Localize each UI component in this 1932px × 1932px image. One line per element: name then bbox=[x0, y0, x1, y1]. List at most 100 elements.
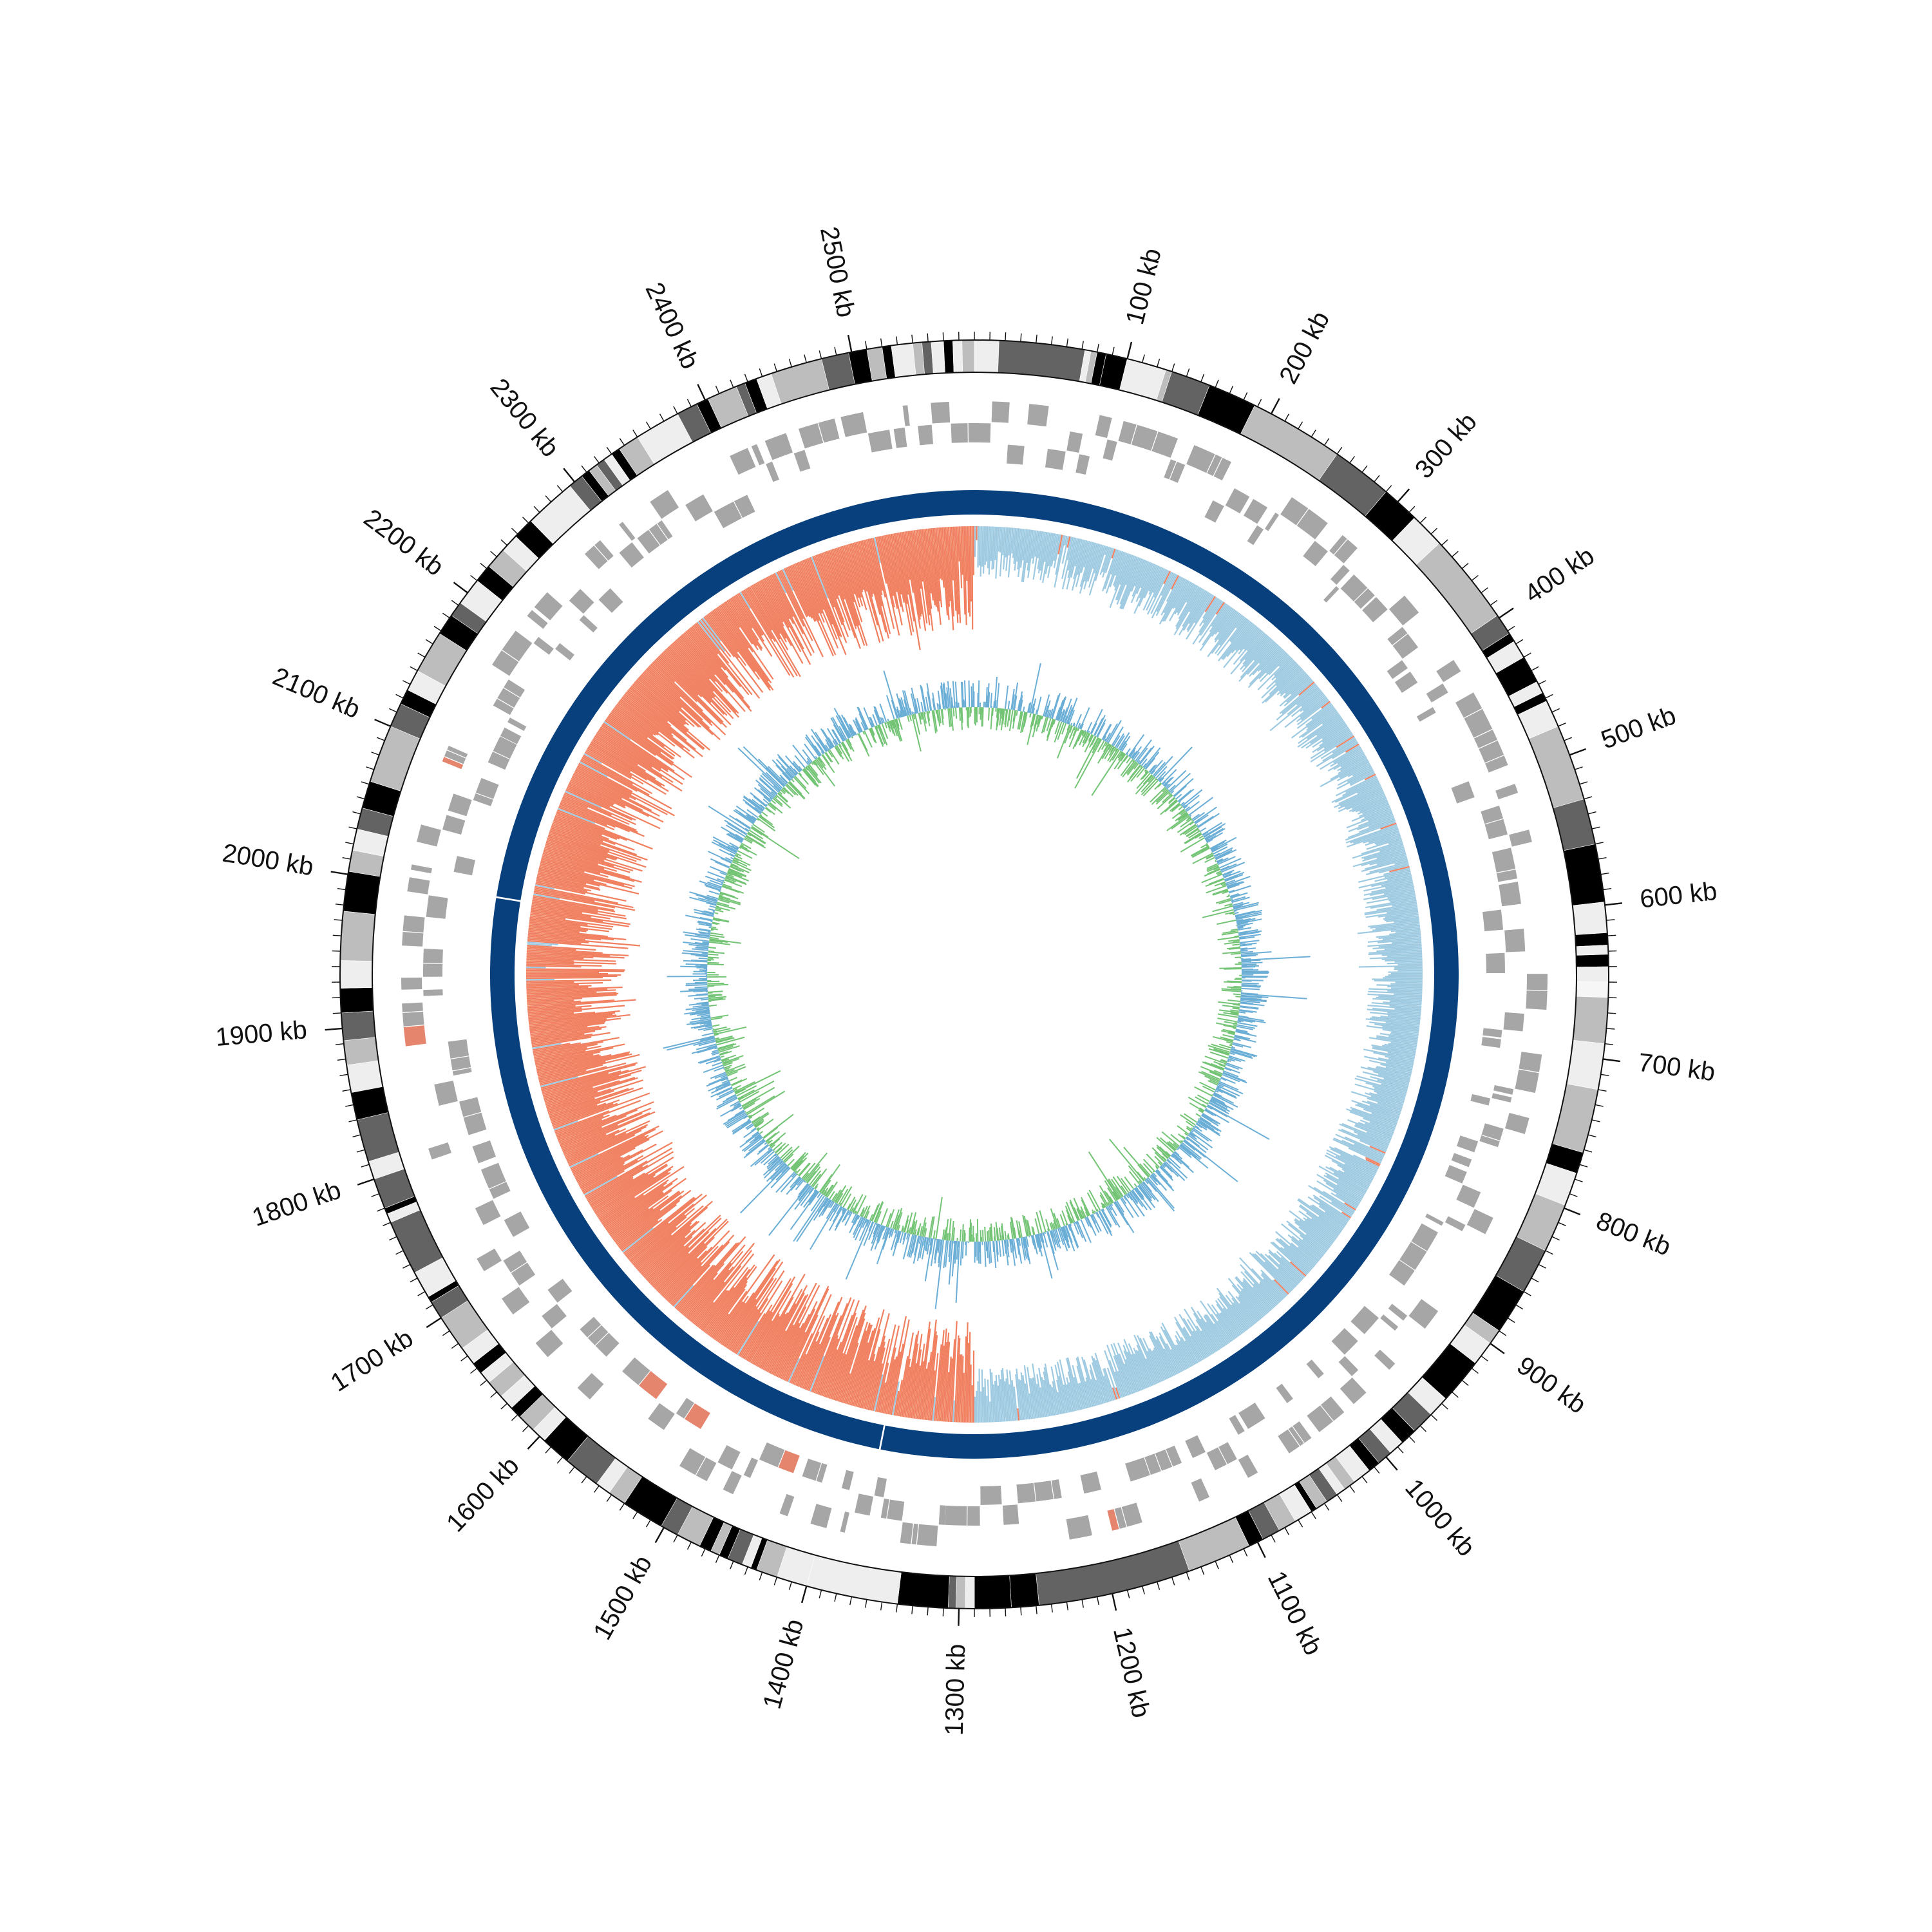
minor-tick bbox=[659, 413, 665, 422]
skew-bar bbox=[1369, 1121, 1395, 1132]
skew-bar bbox=[615, 705, 656, 736]
feature-block bbox=[1416, 707, 1436, 722]
skew-bar bbox=[1334, 1147, 1379, 1170]
content-bar bbox=[838, 715, 851, 738]
skew-bar bbox=[1106, 1367, 1119, 1399]
skew-bar bbox=[1043, 1367, 1054, 1416]
skew-bar bbox=[1240, 636, 1270, 670]
content-bar bbox=[764, 1142, 768, 1145]
skew-bar bbox=[1291, 1242, 1317, 1265]
skew-bar bbox=[795, 563, 837, 656]
skew-bar bbox=[1339, 761, 1370, 779]
skew-bar bbox=[685, 630, 751, 708]
minor-tick bbox=[1507, 1317, 1515, 1323]
content-bar bbox=[1230, 892, 1248, 899]
content-bar bbox=[692, 979, 708, 981]
content-bar bbox=[996, 708, 999, 731]
content-bar bbox=[711, 927, 718, 931]
minor-tick bbox=[1452, 551, 1459, 558]
skew-bar bbox=[797, 1318, 829, 1387]
skew-bar bbox=[1139, 564, 1155, 598]
content-bar bbox=[1228, 939, 1240, 942]
content-bar bbox=[821, 1200, 832, 1217]
content-bar bbox=[847, 738, 852, 746]
content-bar bbox=[913, 714, 916, 720]
content-bar bbox=[1144, 1179, 1149, 1184]
skew-bar bbox=[1120, 558, 1142, 610]
skew-bar bbox=[1298, 1210, 1338, 1239]
content-bar bbox=[1121, 743, 1128, 752]
content-bar bbox=[808, 1189, 818, 1203]
skew-bar bbox=[1318, 1205, 1347, 1226]
content-bar bbox=[1221, 862, 1245, 873]
content-bar bbox=[792, 1160, 802, 1171]
minor-tick bbox=[1349, 1485, 1356, 1493]
skew-bar bbox=[834, 548, 868, 646]
content-bar bbox=[1232, 1007, 1240, 1010]
feature-block bbox=[1034, 1481, 1054, 1502]
content-bar bbox=[1124, 1176, 1135, 1189]
skew-bar bbox=[793, 1315, 826, 1385]
content-bar bbox=[903, 699, 909, 716]
content-bar bbox=[985, 687, 988, 708]
content-bar bbox=[943, 682, 947, 709]
content-bar bbox=[1163, 776, 1174, 787]
minor-tick bbox=[1598, 857, 1607, 860]
content-bar bbox=[1080, 1209, 1085, 1218]
skew-bar bbox=[866, 539, 891, 634]
skew-bar bbox=[947, 1358, 953, 1422]
content-bar bbox=[1107, 747, 1117, 762]
content-bar bbox=[711, 1083, 732, 1094]
skew-bar bbox=[557, 808, 596, 824]
skew-bar bbox=[642, 1236, 686, 1277]
skew-bar bbox=[1193, 1312, 1218, 1351]
content-bar bbox=[1231, 1012, 1239, 1014]
content-bar bbox=[1200, 1066, 1222, 1076]
content-bar bbox=[1209, 1070, 1222, 1077]
content-bar bbox=[712, 911, 715, 913]
skew-bar bbox=[1053, 534, 1062, 569]
feature-block bbox=[447, 746, 468, 758]
skew-bar bbox=[658, 655, 699, 696]
skew-bar bbox=[1142, 567, 1164, 611]
skew-bar bbox=[1244, 634, 1267, 661]
skew-bar bbox=[1369, 861, 1409, 873]
skew-bar bbox=[931, 528, 942, 625]
content-bar bbox=[781, 765, 793, 779]
tick-label: 1300 kb bbox=[940, 1643, 971, 1736]
skew-bar bbox=[1355, 1104, 1399, 1121]
content-bar bbox=[901, 1226, 904, 1232]
skew-bar bbox=[1390, 927, 1421, 933]
skew-bar bbox=[1367, 893, 1416, 904]
content-bar bbox=[854, 731, 857, 735]
content-bar bbox=[1084, 1217, 1090, 1227]
skew-bar bbox=[624, 693, 703, 757]
skew-bar bbox=[758, 1289, 803, 1368]
content-bar bbox=[743, 838, 753, 844]
skew-bar bbox=[1067, 538, 1079, 578]
content-bar bbox=[1124, 1195, 1126, 1197]
skew-bar bbox=[878, 1382, 886, 1413]
feature-block bbox=[1247, 525, 1264, 545]
content-bar bbox=[1031, 1226, 1035, 1235]
minor-tick bbox=[1157, 1582, 1160, 1590]
skew-bar bbox=[592, 1173, 649, 1209]
skew-bar bbox=[718, 1292, 755, 1343]
skew-bar bbox=[1075, 540, 1089, 587]
skew-bar bbox=[1207, 612, 1240, 658]
content-bar bbox=[1148, 765, 1155, 773]
content-bar bbox=[1233, 902, 1259, 910]
content-bar bbox=[1130, 752, 1136, 759]
skew-bar bbox=[1182, 591, 1208, 631]
skew-bar bbox=[526, 988, 607, 993]
skew-bar bbox=[664, 650, 728, 716]
content-bar bbox=[875, 1211, 882, 1224]
skew-bar bbox=[1032, 530, 1039, 564]
skew-bar bbox=[1346, 791, 1385, 810]
content-bar bbox=[1165, 783, 1171, 789]
skew-bar bbox=[1133, 1334, 1157, 1385]
content-bar bbox=[853, 1194, 864, 1213]
skew-bar bbox=[1300, 696, 1327, 718]
feature-block bbox=[648, 1403, 675, 1430]
content-bar bbox=[831, 729, 841, 744]
